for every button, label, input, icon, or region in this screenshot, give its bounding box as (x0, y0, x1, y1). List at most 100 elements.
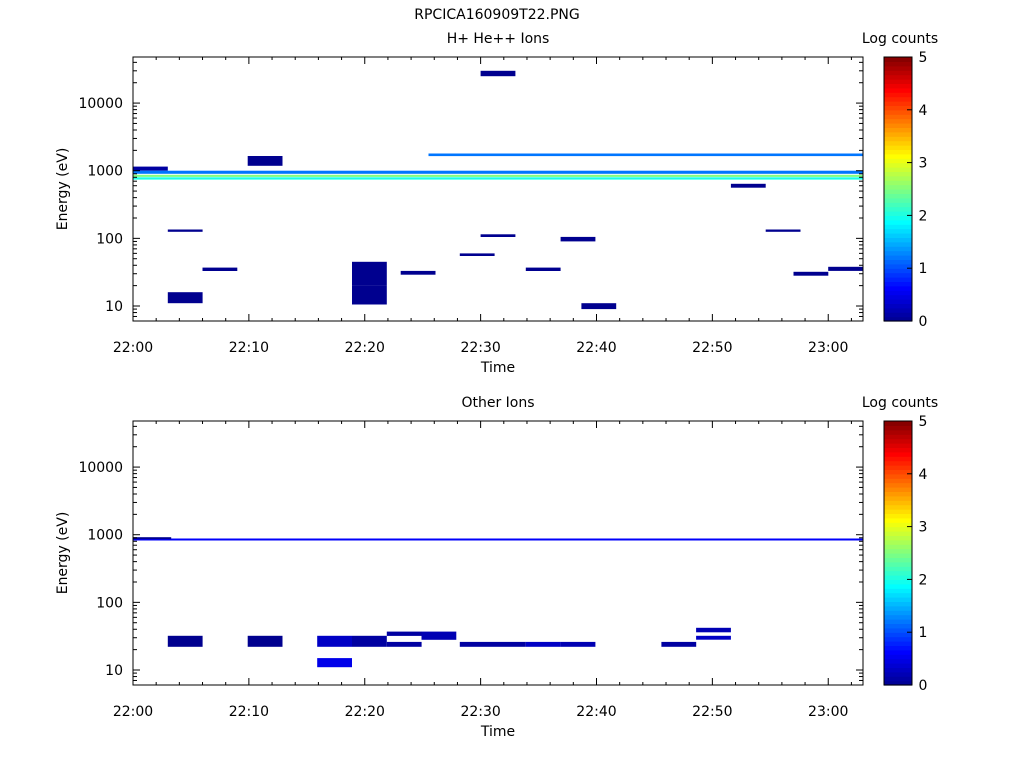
x-tick-label: 22:10 (229, 704, 269, 720)
colorbar-tick-label: 2 (919, 208, 928, 224)
heatmap-cell (730, 183, 766, 188)
colorbar-segment (884, 114, 912, 120)
colorbar-segment (884, 255, 912, 260)
colorbar-segment (884, 676, 912, 682)
colorbar-segment (884, 131, 912, 137)
heatmap-cell (696, 627, 731, 633)
panel-hplus: 22:00 22:10 22:20 22:30 22:40 22:50 23:0010100… (55, 31, 938, 376)
colorbar-segment (884, 250, 912, 256)
colorbar-segment (884, 495, 912, 501)
colorbar-segment (884, 281, 912, 287)
colorbar-segment (884, 614, 912, 620)
colorbar: 0 1 2 3 4 5 Log counts (862, 31, 938, 330)
colorbar-segment (884, 663, 912, 668)
heatmap-cell (133, 537, 172, 540)
panel-title: H+ He++ Ions (447, 31, 550, 47)
panel-other: 22:00 22:10 22:20 22:30 22:40 22:50 23:0010100… (55, 395, 938, 740)
heatmap-cell (167, 229, 203, 232)
y-tick-label: 100 (96, 231, 123, 247)
heatmap-cell (480, 234, 516, 237)
colorbar-segment (884, 632, 912, 638)
heatmap-cell (317, 658, 352, 668)
colorbar-segment (884, 623, 912, 629)
colorbar-segment (884, 57, 912, 62)
colorbar: 0 1 2 3 4 5 Log counts (862, 395, 938, 694)
colorbar-segment (884, 605, 912, 611)
heatmap-cell (317, 635, 352, 647)
colorbar-segment (884, 597, 912, 602)
x-tick-label: 22:30 (460, 704, 500, 720)
heatmap-cell (247, 635, 283, 647)
colorbar-segment (884, 299, 912, 304)
colorbar-segment (884, 491, 912, 497)
y-axis-label: Energy (eV) (55, 148, 71, 231)
colorbar-segment (884, 561, 912, 567)
colorbar-segment (884, 636, 912, 642)
colorbar-segment (884, 469, 912, 475)
colorbar-segment (884, 570, 912, 576)
colorbar-segment (884, 87, 912, 93)
colorbar-segment (884, 197, 912, 203)
heatmap-cell (202, 267, 238, 271)
colorbar-segment (884, 575, 912, 580)
heatmap-cell (352, 285, 387, 305)
y-tick-label: 100 (96, 595, 123, 611)
colorbar-segment (884, 118, 912, 124)
colorbar-segment (884, 513, 912, 519)
colorbar-segment (884, 263, 912, 269)
colorbar-tick-label: 0 (919, 314, 928, 330)
colorbar-segment (884, 456, 912, 462)
colorbar-segment (884, 645, 912, 651)
colorbar-segment (884, 531, 912, 536)
plot-frame (132, 420, 864, 686)
colorbar-tick-label: 5 (919, 50, 928, 66)
colorbar-segment (884, 460, 912, 466)
colorbar-frame (883, 56, 913, 322)
colorbar-segment (884, 233, 912, 238)
colorbar-segment (884, 680, 912, 686)
colorbar-segment (884, 105, 912, 111)
colorbar-segment (884, 601, 912, 607)
colorbar-segment (884, 610, 912, 616)
colorbar-segment (884, 487, 912, 492)
y-tick-label: 1000 (87, 164, 123, 180)
colorbar-segment (884, 193, 912, 199)
colorbar-segment (884, 101, 912, 106)
panel-title: Other Ions (461, 395, 534, 411)
colorbar-tick-label: 3 (919, 156, 928, 172)
colorbar-segment (884, 312, 912, 318)
heatmap-cell (421, 631, 457, 640)
colorbar-segment (884, 189, 912, 194)
heatmap-cell (525, 267, 561, 271)
colorbar-segment (884, 272, 912, 278)
colorbar-segment (884, 535, 912, 541)
colorbar-segment (884, 171, 912, 177)
heatmap-cells (133, 70, 863, 310)
colorbar-tick-label: 1 (919, 625, 928, 641)
colorbar-segment (884, 592, 912, 598)
colorbar-segment (884, 219, 912, 225)
colorbar-segment (884, 259, 912, 265)
colorbar-segment (884, 539, 912, 545)
colorbar-segment (884, 96, 912, 102)
figure-filename: RPCICA160909T22.PNG (414, 7, 579, 23)
heatmap-cell (793, 271, 829, 276)
y-axis-label: Energy (eV) (55, 512, 71, 595)
colorbar-segment (884, 671, 912, 677)
colorbar-segment (884, 654, 912, 660)
colorbar-segment (884, 140, 912, 146)
colorbar-segment (884, 649, 912, 655)
colorbar-segment (884, 579, 912, 585)
heatmap-cell (696, 635, 731, 640)
colorbar-segment (884, 158, 912, 164)
heatmap-cell (133, 177, 863, 180)
colorbar-segment (884, 544, 912, 550)
x-tick-label: 23:00 (808, 704, 848, 720)
plot-frame (132, 56, 864, 322)
heatmap-cell (352, 635, 387, 647)
colorbar-segment (884, 553, 912, 558)
colorbar-segment (884, 184, 912, 190)
colorbar-segment (884, 425, 912, 431)
colorbar-tick-label: 2 (919, 572, 928, 588)
x-tick-label: 22:30 (460, 340, 500, 356)
